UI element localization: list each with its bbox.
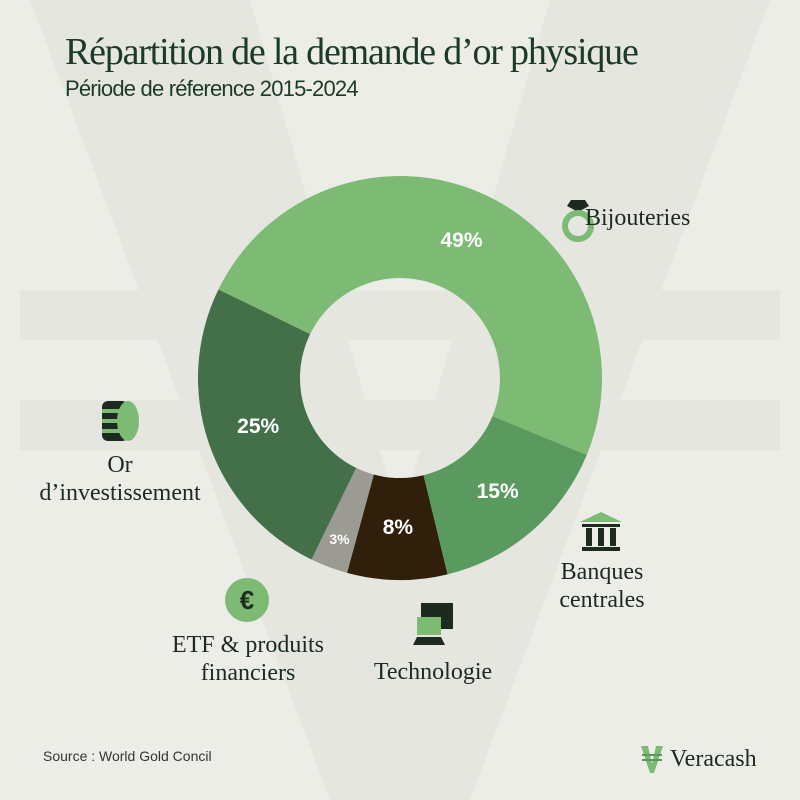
source-text: Source : World Gold Concil <box>43 748 212 764</box>
slice-value-label: 3% <box>329 531 350 547</box>
slice-value-label: 25% <box>237 414 280 438</box>
label-etf: ETF & produits financiers <box>148 631 348 687</box>
chart-title: Répartition de la demande d’or physique <box>65 31 639 73</box>
svg-text:€: € <box>240 585 254 615</box>
euro-coin-icon: € <box>225 578 269 622</box>
label-technologie: Technologie <box>373 659 493 685</box>
donut-slice-0 <box>218 176 602 455</box>
donut-slice-3 <box>311 467 374 573</box>
donut-slice-1 <box>423 416 587 575</box>
coin-stack-icon <box>102 401 139 441</box>
donut-slice-4 <box>198 289 357 560</box>
ring-icon <box>562 200 594 242</box>
bank-icon <box>580 512 622 551</box>
label-line: ETF & produits <box>171 632 324 658</box>
label-line: Or <box>107 452 133 478</box>
donut-slice-2 <box>347 474 448 581</box>
label-line: Banques <box>560 559 644 585</box>
veracash-logo-icon <box>641 746 663 773</box>
computer-icon <box>413 603 453 645</box>
label-or-investissement: Or d’investissement <box>20 451 220 507</box>
label-line: centrales <box>559 587 645 613</box>
label-banques-centrales: Banques centrales <box>540 558 664 614</box>
label-line: financiers <box>200 660 296 686</box>
slice-value-label: 49% <box>440 229 483 253</box>
chart-subtitle: Période de réference 2015-2024 <box>65 76 359 101</box>
slice-value-label: 8% <box>382 515 414 539</box>
label-bijouteries: Bijouteries <box>585 205 691 231</box>
label-line: d’investissement <box>39 480 201 506</box>
slice-value-label: 15% <box>476 479 519 503</box>
brand-name: Veracash <box>670 745 757 772</box>
brand-logo: Veracash <box>640 744 757 774</box>
